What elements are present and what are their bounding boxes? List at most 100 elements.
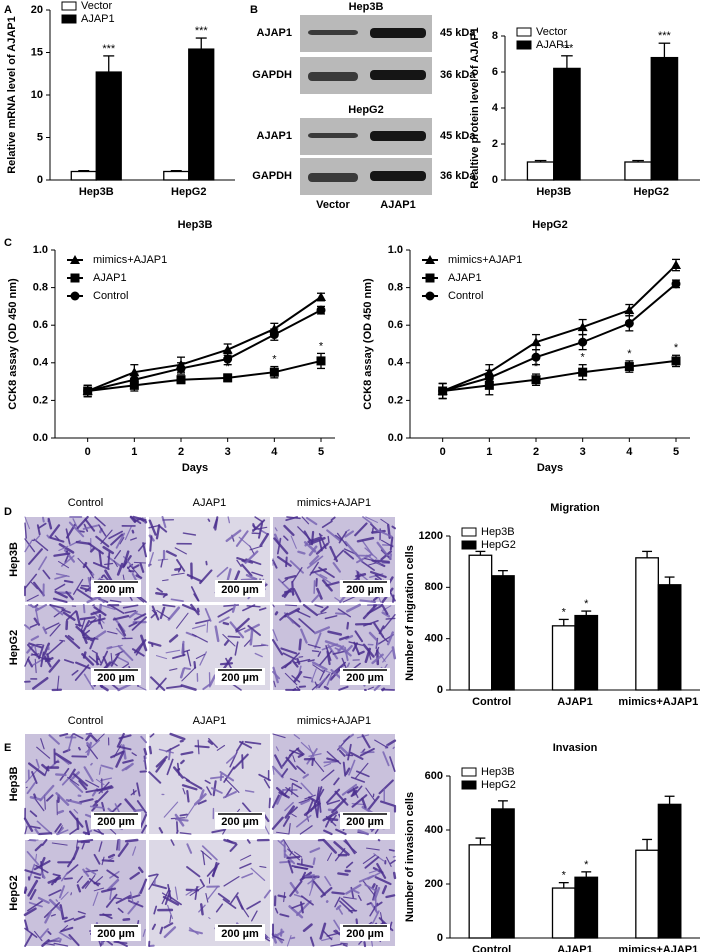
cell-texture [196, 607, 200, 613]
cell-texture [165, 550, 177, 557]
cell-texture [199, 903, 204, 916]
cell-texture [109, 644, 123, 649]
cell-texture [86, 744, 99, 760]
cell-texture [304, 542, 308, 547]
cell-texture [38, 644, 45, 660]
cell-texture [222, 790, 237, 799]
cell-texture [354, 552, 364, 563]
cell-texture [291, 660, 299, 668]
chart-title: Hep3B [178, 219, 213, 231]
cell-texture [55, 773, 67, 777]
cell-texture [46, 640, 63, 656]
significance: * [562, 606, 567, 618]
cell-texture [82, 604, 86, 614]
cell-texture [113, 941, 128, 944]
cell-texture [75, 610, 82, 627]
cell-texture [347, 743, 352, 761]
marker [223, 373, 233, 383]
bar [574, 876, 599, 939]
column-label: mimics+AJAP1 [297, 715, 371, 727]
cell-texture [172, 653, 186, 660]
cell-texture [132, 788, 135, 796]
cell-texture [23, 919, 29, 931]
y-tick-label: 0.8 [388, 282, 403, 294]
x-tick-label: 4 [271, 446, 278, 458]
cell-texture [365, 787, 376, 802]
significance: *** [195, 25, 209, 37]
cell-texture [179, 813, 188, 817]
cell-texture [78, 780, 88, 791]
cell-texture [334, 647, 341, 651]
cell-texture [346, 621, 350, 630]
cell-texture [354, 522, 368, 537]
cell-texture [311, 650, 320, 653]
cell-texture [354, 762, 369, 779]
cell-texture [380, 518, 389, 525]
cell-texture [371, 527, 374, 534]
legend-swatch [61, 14, 77, 24]
scale-label: 200 µm [221, 672, 259, 684]
marker [671, 260, 681, 270]
cell-texture [34, 535, 41, 542]
cell-texture [279, 913, 290, 918]
cell-texture [160, 558, 164, 568]
cell-texture [156, 609, 170, 620]
legend-label: Hep3B [481, 766, 515, 778]
cell-texture [35, 864, 49, 874]
cell-texture [186, 790, 190, 803]
cell-texture [369, 570, 387, 579]
cell-texture [122, 604, 139, 609]
panel-label: E [4, 742, 11, 754]
cell-texture [289, 778, 299, 783]
cell-texture [28, 642, 43, 649]
cell-texture [28, 762, 45, 776]
cell-texture [155, 755, 168, 768]
cell-texture [48, 898, 62, 911]
cell-texture [332, 650, 346, 655]
cell-texture [33, 581, 45, 597]
cell-texture [370, 910, 380, 927]
cell-texture [169, 668, 178, 671]
marker [222, 344, 233, 354]
cell-texture [85, 867, 97, 875]
y-tick-label: 1.0 [33, 244, 48, 256]
cell-texture [326, 817, 339, 822]
cell-texture [312, 664, 325, 674]
cell-texture [115, 894, 132, 904]
cell-texture [107, 630, 118, 635]
cell-texture [329, 545, 339, 563]
cell-texture [90, 762, 93, 766]
cell-texture [286, 855, 301, 860]
scale-box [91, 668, 141, 685]
cell-texture [334, 612, 346, 616]
cell-texture [129, 871, 140, 880]
cell-texture [199, 789, 205, 799]
column-label: Control [68, 715, 103, 727]
cell-texture [185, 779, 203, 790]
cell-texture [77, 839, 94, 843]
marker [671, 279, 681, 289]
cell-texture [217, 892, 231, 903]
blot-row-label: AJAP1 [257, 27, 292, 39]
bar [624, 161, 652, 181]
cell-texture [306, 748, 318, 765]
blot-band [370, 28, 426, 38]
marker [578, 367, 588, 377]
cell-texture [179, 667, 185, 679]
cell-texture [383, 614, 396, 630]
cell-texture [317, 611, 327, 615]
bar [70, 170, 97, 181]
cell-texture [388, 553, 393, 561]
cell-texture [234, 570, 241, 582]
cell-texture [23, 817, 34, 832]
cell-texture [180, 684, 197, 691]
cell-texture [287, 859, 294, 874]
cell-texture [176, 830, 179, 834]
cell-texture [59, 904, 65, 920]
cell-texture [54, 823, 62, 833]
cell-texture [321, 669, 332, 674]
cell-texture [26, 851, 40, 866]
cell-texture [289, 881, 299, 894]
cell-texture [307, 875, 319, 885]
cell-texture [94, 516, 106, 527]
